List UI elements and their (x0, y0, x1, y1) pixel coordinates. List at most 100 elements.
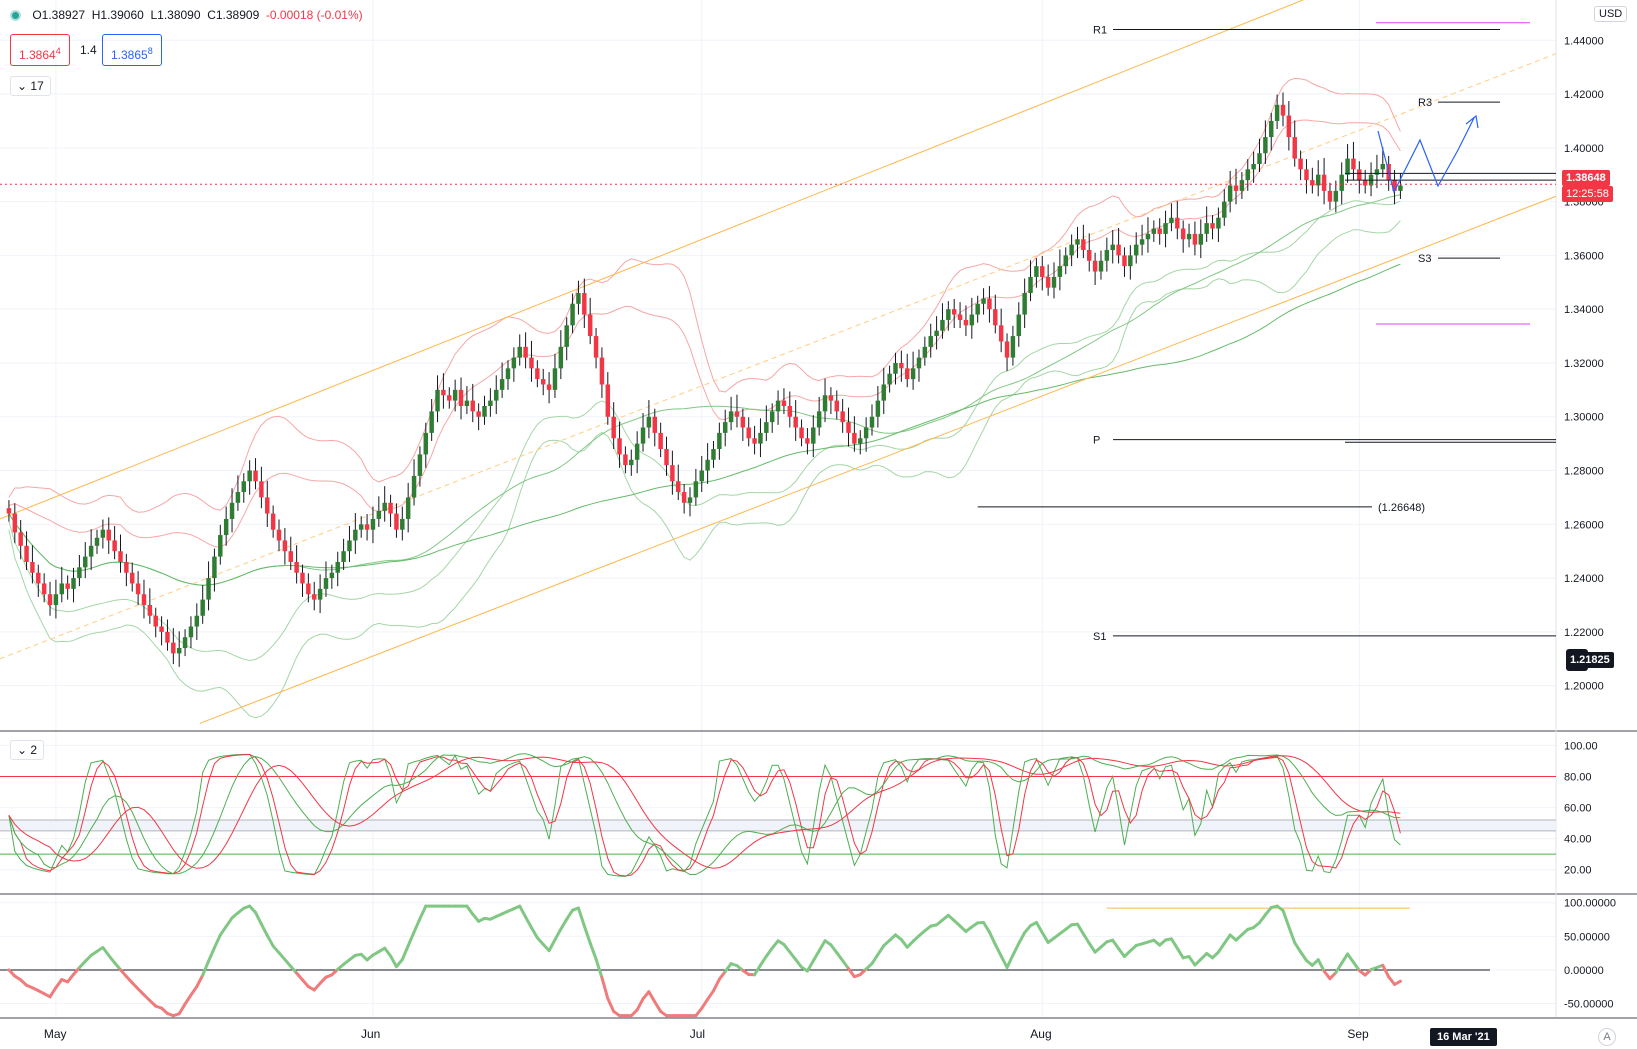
candle-body (722, 422, 728, 433)
stoch-tick-label: 20.00 (1564, 865, 1592, 877)
osc-segment (1340, 952, 1350, 965)
osc-segment (706, 989, 715, 1001)
current-price-tag: 1.38648 (1562, 170, 1610, 186)
ohlc-change: -0.00018 (-0.01%) (265, 8, 363, 22)
time-axis-label: Aug (1030, 1027, 1051, 1041)
osc-segment (224, 916, 234, 928)
osc-segment (1387, 975, 1397, 986)
pattern-arrow-icon (1465, 114, 1479, 129)
candle-body (488, 400, 493, 406)
candle-body (787, 405, 793, 417)
symbol-status-icon (10, 10, 21, 21)
osc-segment (1117, 947, 1126, 959)
pivot-label-r3: R3 (1418, 97, 1432, 109)
osc-segment (1040, 931, 1050, 944)
osc-segment (389, 954, 398, 969)
osc-segment (412, 917, 422, 934)
candle-body (200, 599, 205, 616)
candle-body (241, 481, 247, 493)
candle-body (1192, 233, 1198, 245)
osc-segment (788, 950, 798, 962)
stoch-collapse-button[interactable]: ⌄ 2 (10, 740, 45, 760)
candle-body (670, 465, 675, 482)
candle-body (1362, 180, 1368, 186)
candle-body (458, 389, 464, 406)
candle-body (928, 336, 933, 347)
candle-body (546, 384, 552, 390)
candle-body (858, 438, 863, 444)
candle-body (717, 432, 722, 450)
candle-body (629, 459, 634, 466)
candle-body (658, 432, 663, 450)
candle-body (59, 583, 65, 595)
candle-body (846, 422, 851, 433)
osc-segment (559, 917, 569, 931)
osc-segment (606, 996, 616, 1013)
osc-tick-label: -50.00000 (1564, 999, 1614, 1011)
candle-body (946, 309, 951, 320)
price-tick-label: 1.26000 (1564, 519, 1604, 531)
candle-body (1298, 158, 1303, 170)
candle-body (6, 508, 12, 514)
candle-body (623, 454, 628, 466)
channel-lower (199, 195, 1557, 724)
candle-body (1063, 255, 1068, 267)
candle-body (47, 594, 53, 605)
candle-body (728, 411, 734, 423)
osc-segment (265, 933, 275, 948)
candle-body (100, 529, 106, 538)
candle-body (1081, 239, 1086, 251)
buy-button[interactable]: 1.38658 (102, 34, 162, 66)
osc-segment (876, 944, 886, 957)
sell-button[interactable]: 1.38644 (10, 34, 70, 66)
candle-body (975, 303, 980, 315)
candle-body (229, 502, 235, 519)
candle-body (1304, 169, 1309, 181)
osc-tick-label: 50.00000 (1564, 931, 1610, 943)
candle-body (447, 395, 452, 401)
time-axis-label: Jun (361, 1027, 380, 1041)
candle-body (576, 293, 581, 304)
osc-segment (1034, 920, 1044, 935)
currency-label[interactable]: USD (1594, 6, 1628, 22)
price-tick-label: 1.42000 (1564, 89, 1604, 101)
candle-body (775, 400, 781, 412)
candle-body (1310, 180, 1315, 186)
osc-segment (1334, 961, 1344, 975)
price-tick-label: 1.20000 (1564, 681, 1604, 693)
osc-segment (471, 912, 481, 923)
candle-body (1257, 153, 1262, 164)
osc-segment (1393, 979, 1402, 986)
candle-body (993, 309, 998, 326)
stoch-band-fill (0, 819, 1556, 831)
osc-segment (817, 939, 827, 953)
candle-body (159, 626, 164, 632)
osc-segment (48, 986, 58, 999)
osc-segment (1017, 931, 1027, 945)
candle-body (893, 362, 898, 374)
candle-body (1128, 255, 1133, 267)
price-tick-label: 1.44000 (1564, 35, 1604, 47)
crosshair-price-tag: 1.21825 (1566, 652, 1614, 668)
candle-body (1269, 120, 1274, 138)
osc-segment (212, 933, 222, 950)
candle-body (934, 330, 939, 337)
pivot-label-s3: S3 (1418, 253, 1431, 265)
ohlc-high: H1.39060 (91, 8, 144, 22)
candle-body (1110, 244, 1115, 251)
candle-body (112, 540, 117, 552)
osc-segment (1293, 941, 1303, 954)
candle-body (212, 556, 217, 579)
candle-body (593, 336, 599, 358)
candle-body (282, 540, 288, 552)
indicators-collapse-button[interactable]: ⌄ 17 (10, 76, 51, 96)
auto-scale-button[interactable]: A (1598, 1028, 1616, 1046)
candle-body (564, 325, 569, 347)
osc-segment (841, 959, 851, 971)
candle-body (869, 416, 875, 428)
candle-body (1104, 250, 1110, 261)
candle-body (452, 389, 458, 401)
price-tick-label: 1.22000 (1564, 627, 1604, 639)
candle-body (587, 314, 593, 337)
